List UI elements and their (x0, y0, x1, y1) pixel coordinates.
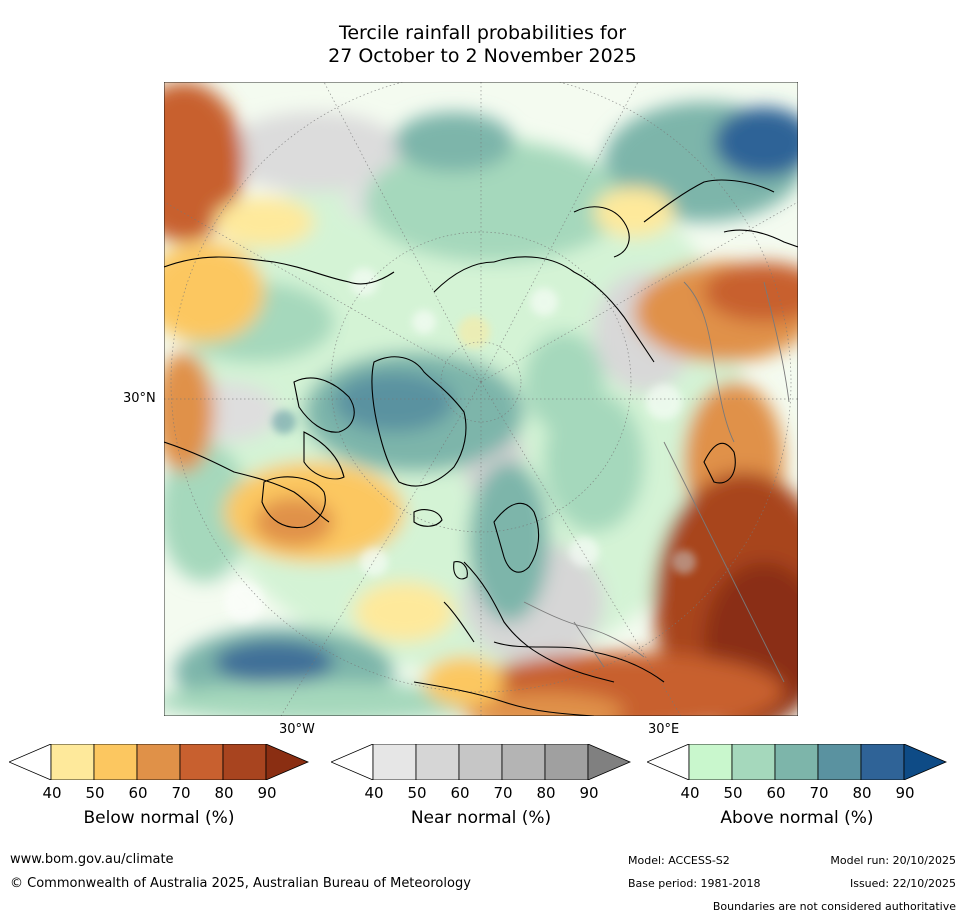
copyright-text: © Commonwealth of Australia 2025, Austra… (10, 876, 471, 891)
field-detail (224, 268, 696, 622)
colorbar-label: 60 (128, 784, 148, 802)
below-normal-segment (136, 743, 181, 781)
colorbar-label: 90 (257, 784, 277, 802)
map-title-line2: 27 October to 2 November 2025 (328, 45, 637, 67)
colorbar-label: 50 (407, 784, 427, 802)
near-normal-segment (372, 743, 417, 781)
colorbar-label: 70 (171, 784, 191, 802)
near-normal-segment (415, 743, 460, 781)
colorbar-near-normal (329, 743, 632, 781)
above-normal-segment (688, 743, 733, 781)
below-normal-extend-low (7, 743, 52, 781)
above-normal-segment (860, 743, 905, 781)
below-normal-segment (222, 743, 267, 781)
probability-map (164, 82, 798, 716)
website-link[interactable]: www.bom.gov.au/climate (10, 852, 174, 867)
coastlines (164, 179, 798, 716)
near-normal-segment (458, 743, 503, 781)
below-normal-extend-high (265, 743, 310, 781)
near-normal-segment (544, 743, 589, 781)
probability-field (164, 82, 798, 716)
near-normal-extend-high (587, 743, 632, 781)
colorbar-label: 80 (852, 784, 872, 802)
near-normal-extend-low (329, 743, 374, 781)
colorbar-label: 40 (42, 784, 62, 802)
graticule (164, 82, 798, 716)
map-svg (164, 82, 798, 716)
tick-label-30w: 30°W (279, 722, 315, 737)
colorbar-title-near: Near normal (%) (410, 808, 552, 828)
colorbar-label: 80 (214, 784, 234, 802)
tick-label-30e: 30°E (648, 722, 680, 737)
above-normal-extend-high (903, 743, 948, 781)
borders (523, 281, 790, 683)
colorbar-label: 90 (579, 784, 599, 802)
colorbar-label: 80 (536, 784, 556, 802)
above-normal-segment (774, 743, 819, 781)
below-normal-segment (93, 743, 138, 781)
colorbar-title-above: Above normal (%) (720, 808, 874, 828)
colorbar-label: 40 (364, 784, 384, 802)
colorbar-title-below: Below normal (%) (83, 808, 235, 828)
model-run-text: Model run: 20/10/2025 (830, 854, 956, 867)
colorbar-label: 60 (450, 784, 470, 802)
issued-text: Issued: 22/10/2025 (849, 877, 956, 890)
above-normal-segment (817, 743, 862, 781)
below-normal-segment (50, 743, 95, 781)
near-normal-segment (501, 743, 546, 781)
colorbar-above-normal (645, 743, 948, 781)
below-normal-segment (179, 743, 224, 781)
colorbar-label: 50 (723, 784, 743, 802)
tick-label-30n: 30°N (123, 391, 156, 406)
map-title-line1: Tercile rainfall probabilities for (338, 22, 627, 44)
above-normal-segment (731, 743, 776, 781)
colorbar-below-normal (7, 743, 310, 781)
above-normal-extend-low (645, 743, 690, 781)
colorbar-label: 70 (493, 784, 513, 802)
disclaimer-text: Boundaries are not considered authoritat… (712, 900, 956, 913)
colorbar-label: 90 (895, 784, 915, 802)
colorbar-label: 70 (809, 784, 829, 802)
colorbar-label: 40 (680, 784, 700, 802)
model-text: Model: ACCESS-S2 (628, 854, 730, 867)
base-period-text: Base period: 1981-2018 (628, 877, 761, 890)
colorbar-label: 50 (85, 784, 105, 802)
colorbar-label: 60 (766, 784, 786, 802)
